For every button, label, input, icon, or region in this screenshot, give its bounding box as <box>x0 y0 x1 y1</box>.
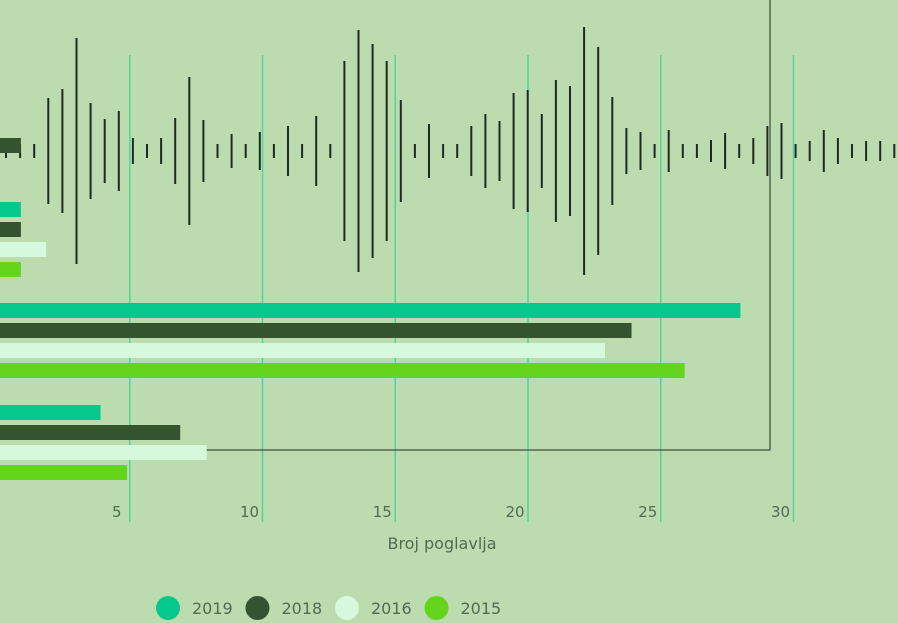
legend-label-2019: 2019 <box>192 599 233 618</box>
bar-2018 <box>0 425 181 440</box>
legend-swatch-2018 <box>245 596 270 620</box>
bar-2016 <box>0 343 605 358</box>
x-axis-ticks: 5 10 15 20 25 30 <box>112 503 790 521</box>
legend: 2019 2018 2016 2015 <box>156 596 501 620</box>
legend-swatch-2019 <box>156 596 180 620</box>
bar-2015 <box>0 363 685 378</box>
waveform-decoration <box>5 27 896 275</box>
bars <box>0 138 741 480</box>
bar-2019 <box>0 303 741 318</box>
x-tick-label: 15 <box>373 503 392 521</box>
bar-2019 <box>0 202 21 217</box>
legend-label-2018: 2018 <box>282 599 323 618</box>
bar-2015 <box>0 465 128 480</box>
legend-swatch-2015 <box>424 596 449 620</box>
bar-2018 <box>0 138 21 153</box>
x-tick-label: 30 <box>771 503 790 521</box>
bar-2018 <box>0 323 632 338</box>
x-tick-label: 5 <box>112 503 122 521</box>
frame-box <box>0 0 771 451</box>
bar-2016 <box>0 242 47 257</box>
legend-swatch-2016 <box>335 596 359 620</box>
legend-label-2016: 2016 <box>371 599 412 618</box>
bar-2016 <box>0 445 207 460</box>
x-tick-label: 20 <box>505 503 524 521</box>
x-tick-label: 10 <box>240 503 259 521</box>
legend-label-2015: 2015 <box>461 599 502 618</box>
x-tick-label: 25 <box>638 503 657 521</box>
bar-2015 <box>0 262 21 277</box>
bar-2019 <box>0 405 101 420</box>
bar-2018 <box>0 222 21 237</box>
gridlines <box>129 55 795 522</box>
x-axis-title: Broj poglavlja <box>387 534 496 553</box>
